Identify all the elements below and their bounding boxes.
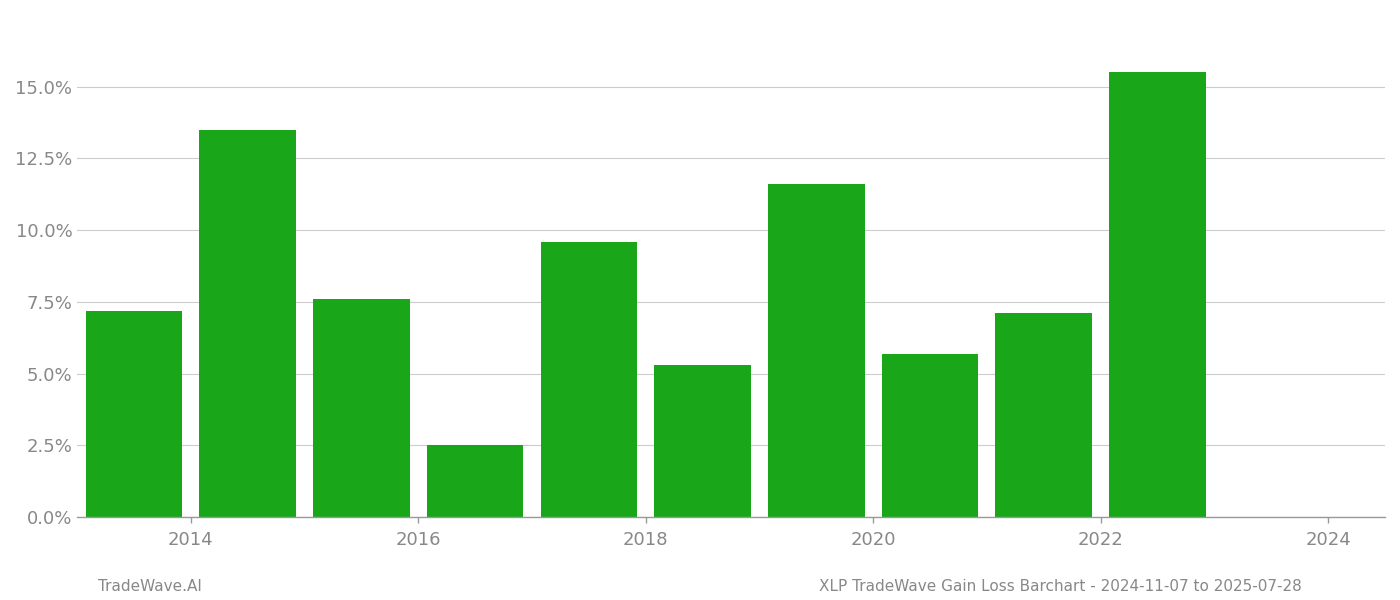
Bar [654,365,750,517]
Bar [540,242,637,517]
Bar [85,311,182,517]
Bar [995,313,1092,517]
Bar [314,299,410,517]
Text: TradeWave.AI: TradeWave.AI [98,579,202,594]
Bar [1109,73,1205,517]
Bar [199,130,295,517]
Bar [769,184,865,517]
Text: XLP TradeWave Gain Loss Barchart - 2024-11-07 to 2025-07-28: XLP TradeWave Gain Loss Barchart - 2024-… [819,579,1302,594]
Bar [882,353,979,517]
Bar [427,445,524,517]
